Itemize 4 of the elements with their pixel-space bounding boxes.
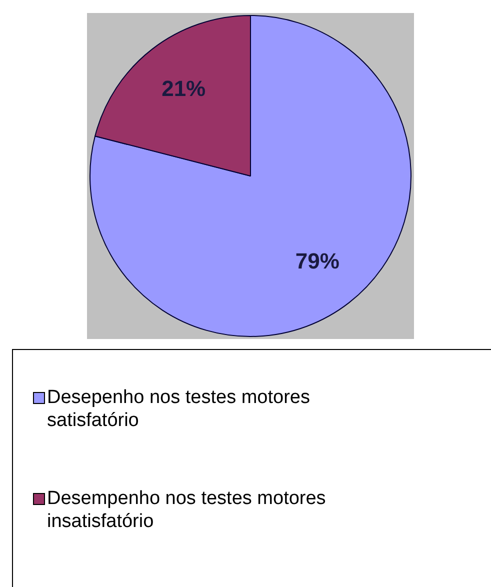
- legend-label: Desempenho nos testes motores insatisfatório: [47, 487, 327, 533]
- data-label: 79%: [295, 248, 340, 274]
- data-label: 21%: [162, 76, 206, 101]
- legend-label: Desepenho nos testes motores satisfatório: [47, 386, 311, 432]
